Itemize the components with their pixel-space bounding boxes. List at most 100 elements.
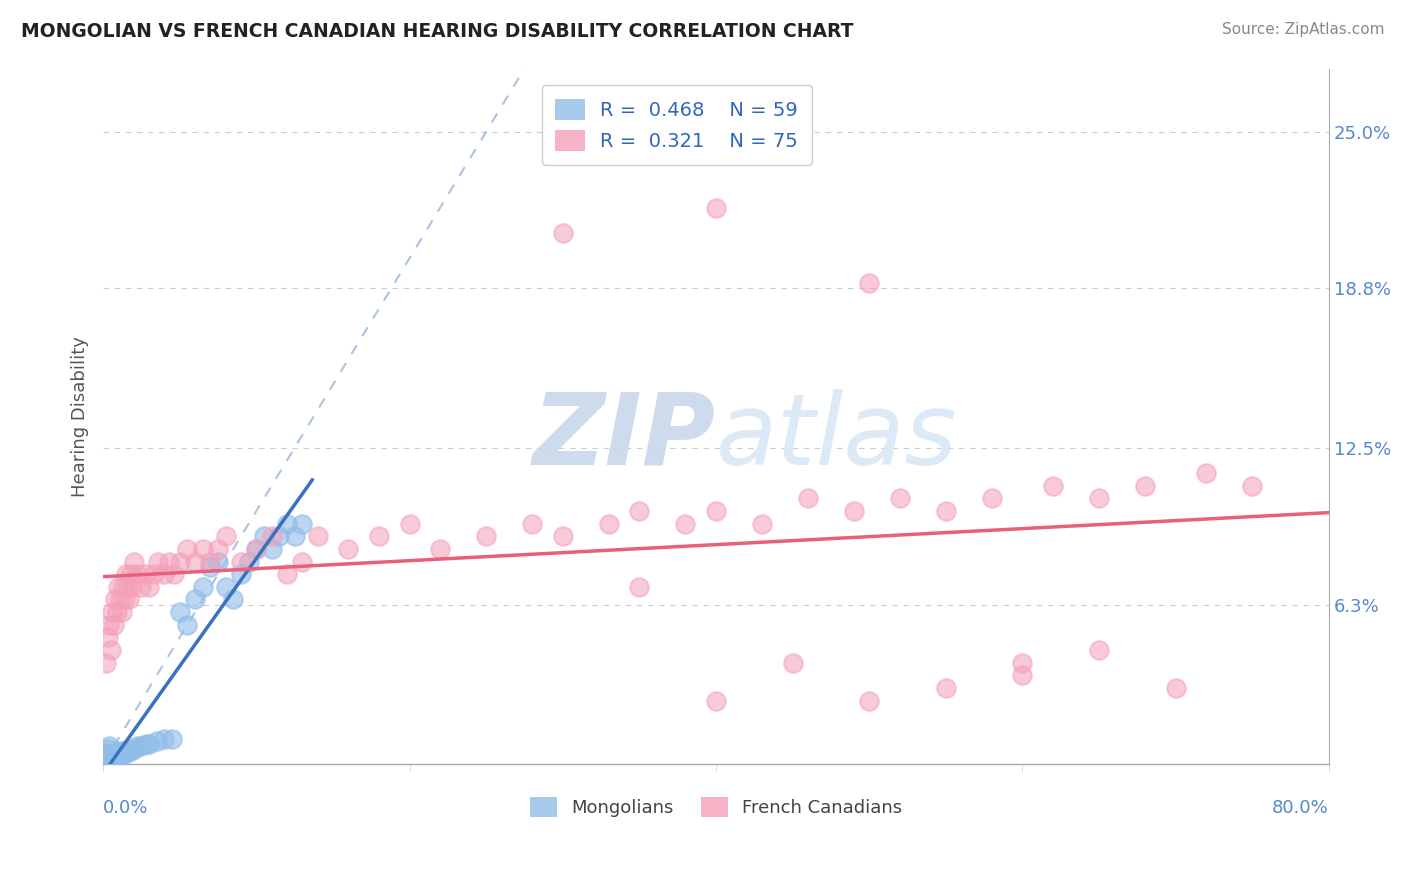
Point <box>105 747 128 761</box>
Point <box>162 567 184 582</box>
Point <box>97 741 120 756</box>
Point <box>176 541 198 556</box>
Point <box>215 580 238 594</box>
Point <box>145 734 167 748</box>
Point <box>142 567 165 582</box>
Point <box>104 752 127 766</box>
Point <box>751 516 773 531</box>
Point <box>103 617 125 632</box>
Point <box>200 555 222 569</box>
Point <box>122 741 145 756</box>
Point <box>184 555 207 569</box>
Point <box>125 739 148 753</box>
Point <box>1011 668 1033 682</box>
Point <box>138 737 160 751</box>
Point <box>98 754 121 768</box>
Point <box>101 747 124 761</box>
Point <box>131 580 153 594</box>
Point <box>105 605 128 619</box>
Point <box>98 747 121 761</box>
Legend: Mongolians, French Canadians: Mongolians, French Canadians <box>523 790 910 824</box>
Point <box>980 491 1002 506</box>
Point <box>100 643 122 657</box>
Point <box>100 756 122 771</box>
Point <box>245 541 267 556</box>
Point <box>598 516 620 531</box>
Point <box>797 491 820 506</box>
Point <box>551 226 574 240</box>
Point <box>121 580 143 594</box>
Text: 0.0%: 0.0% <box>103 798 149 816</box>
Point <box>1088 643 1111 657</box>
Point <box>97 756 120 771</box>
Point <box>276 567 298 582</box>
Text: ZIP: ZIP <box>533 389 716 485</box>
Point <box>153 567 176 582</box>
Point <box>398 516 420 531</box>
Point <box>112 580 135 594</box>
Point <box>238 555 260 569</box>
Point <box>96 656 118 670</box>
Text: 80.0%: 80.0% <box>1272 798 1329 816</box>
Point <box>100 752 122 766</box>
Point <box>704 693 727 707</box>
Point <box>101 605 124 619</box>
Point <box>135 567 157 582</box>
Point <box>101 752 124 766</box>
Point <box>260 529 283 543</box>
Point <box>253 529 276 543</box>
Point <box>160 731 183 746</box>
Point <box>122 555 145 569</box>
Text: MONGOLIAN VS FRENCH CANADIAN HEARING DISABILITY CORRELATION CHART: MONGOLIAN VS FRENCH CANADIAN HEARING DIS… <box>21 22 853 41</box>
Point <box>148 555 170 569</box>
Point <box>1088 491 1111 506</box>
Point <box>107 749 129 764</box>
Point <box>104 749 127 764</box>
Point <box>110 747 132 761</box>
Point <box>842 504 865 518</box>
Point <box>291 555 314 569</box>
Point <box>120 567 142 582</box>
Point <box>1241 479 1264 493</box>
Point <box>551 529 574 543</box>
Point <box>1133 479 1156 493</box>
Point <box>153 731 176 746</box>
Point <box>191 580 214 594</box>
Point <box>93 756 115 771</box>
Point <box>114 747 136 761</box>
Point <box>368 529 391 543</box>
Point <box>115 567 138 582</box>
Point <box>245 541 267 556</box>
Point <box>889 491 911 506</box>
Point <box>935 504 957 518</box>
Point <box>98 617 121 632</box>
Point <box>191 541 214 556</box>
Point <box>260 541 283 556</box>
Point <box>97 749 120 764</box>
Point <box>673 516 696 531</box>
Text: Source: ZipAtlas.com: Source: ZipAtlas.com <box>1222 22 1385 37</box>
Point <box>1011 656 1033 670</box>
Point <box>157 555 180 569</box>
Point <box>429 541 451 556</box>
Text: atlas: atlas <box>716 389 957 485</box>
Point <box>107 744 129 758</box>
Point <box>1195 466 1218 480</box>
Point <box>114 592 136 607</box>
Point <box>935 681 957 695</box>
Point <box>628 580 651 594</box>
Point <box>117 580 139 594</box>
Point <box>98 752 121 766</box>
Point <box>117 744 139 758</box>
Point <box>101 754 124 768</box>
Point <box>103 754 125 768</box>
Point <box>229 567 252 582</box>
Point <box>103 749 125 764</box>
Point <box>96 747 118 761</box>
Point <box>276 516 298 531</box>
Point <box>108 592 131 607</box>
Point <box>118 592 141 607</box>
Point <box>169 605 191 619</box>
Point <box>1164 681 1187 695</box>
Point <box>782 656 804 670</box>
